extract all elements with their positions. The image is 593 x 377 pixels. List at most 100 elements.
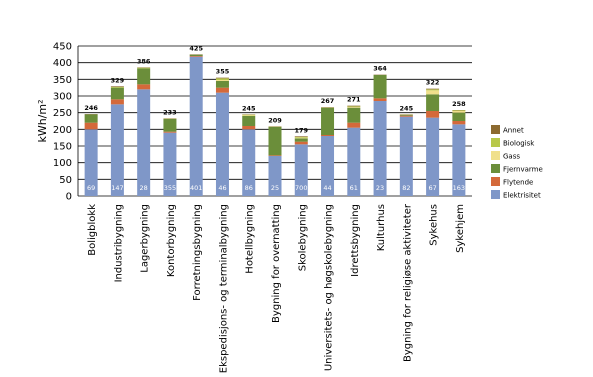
total-label: 267 bbox=[321, 97, 335, 105]
y-tick-label: 250 bbox=[53, 108, 72, 119]
legend-label: Flytende bbox=[503, 179, 533, 187]
bar-segment bbox=[347, 123, 360, 128]
y-tick-label: 450 bbox=[53, 42, 72, 53]
y-tick-label: 50 bbox=[59, 175, 72, 186]
legend-swatch bbox=[491, 190, 500, 199]
total-label: 245 bbox=[242, 104, 256, 112]
bar-segment bbox=[374, 75, 387, 98]
bar-segment bbox=[269, 127, 282, 155]
x-tick-label: Lagerbygning bbox=[140, 204, 151, 273]
bar-segment bbox=[426, 111, 439, 118]
bar-segment bbox=[452, 111, 465, 113]
count-label: 401 bbox=[190, 184, 202, 192]
total-label: 329 bbox=[111, 76, 125, 84]
total-label: 386 bbox=[137, 57, 151, 65]
bar-segment bbox=[347, 106, 360, 107]
bar-segment bbox=[426, 89, 439, 90]
bar-segment bbox=[426, 90, 439, 94]
x-tick-label: Sykehjem bbox=[455, 204, 466, 253]
bar-segment bbox=[426, 94, 439, 111]
bar-segment bbox=[190, 57, 203, 196]
count-label: 86 bbox=[245, 184, 253, 192]
count-label: 28 bbox=[140, 184, 148, 192]
x-tick-label: Hotellbygning bbox=[245, 204, 256, 274]
bar-segment bbox=[374, 98, 387, 101]
x-tick-label: Bygning for religiøse aktiviteter bbox=[402, 203, 413, 362]
bar-segment bbox=[295, 138, 308, 141]
bar-segment bbox=[216, 80, 229, 81]
count-label: 82 bbox=[402, 184, 410, 192]
count-label: 69 bbox=[87, 184, 95, 192]
bar-segment bbox=[85, 123, 98, 130]
y-tick-label: 150 bbox=[53, 142, 72, 153]
total-label: 322 bbox=[426, 79, 440, 87]
x-tick-label: Bygning for overnatting bbox=[271, 204, 282, 323]
bar-segment bbox=[452, 121, 465, 124]
y-tick-label: 100 bbox=[53, 158, 72, 169]
bar-segment bbox=[242, 115, 255, 116]
bar-segment bbox=[216, 93, 229, 196]
count-label: 700 bbox=[295, 184, 307, 192]
y-tick-label: 300 bbox=[53, 92, 72, 103]
legend-swatch bbox=[491, 138, 500, 147]
bar-segment bbox=[426, 89, 439, 90]
bar-segment bbox=[347, 107, 360, 108]
bar-segment bbox=[295, 136, 308, 137]
legend-swatch bbox=[491, 164, 500, 173]
y-tick-label: 0 bbox=[66, 192, 72, 203]
total-label: 246 bbox=[84, 104, 98, 112]
legend-swatch bbox=[491, 125, 500, 134]
x-tick-label: Industribygning bbox=[113, 204, 124, 282]
x-tick-label: Boligblokk bbox=[87, 204, 98, 256]
total-label: 245 bbox=[400, 104, 414, 112]
bar-segment bbox=[400, 115, 413, 116]
total-label: 271 bbox=[347, 96, 361, 104]
bar-segment bbox=[321, 135, 334, 136]
bar-segment bbox=[137, 84, 150, 89]
x-tick-label: Sykehus bbox=[429, 204, 440, 246]
total-label: 209 bbox=[268, 116, 282, 124]
x-tick-label: Ekspedisjons- og terminalbygning bbox=[218, 204, 229, 373]
bar-segment bbox=[295, 137, 308, 138]
count-label: 67 bbox=[428, 184, 436, 192]
bar-segment bbox=[111, 88, 124, 100]
bar-segment bbox=[347, 106, 360, 107]
bar-segment bbox=[163, 119, 176, 132]
bar-segment bbox=[85, 114, 98, 122]
y-axis-label: kWh/m² bbox=[36, 99, 49, 142]
bar-segment bbox=[111, 87, 124, 88]
bar-segment bbox=[321, 108, 334, 135]
x-tick-label: Forretningsbygning bbox=[192, 204, 203, 301]
legend-label: Biologisk bbox=[503, 140, 535, 148]
x-tick-label: Skolebygning bbox=[297, 204, 308, 271]
legend-label: Gass bbox=[503, 153, 520, 161]
x-tick-label: Kulturhus bbox=[376, 204, 387, 251]
bar-segment bbox=[452, 110, 465, 111]
bar-segment bbox=[374, 101, 387, 196]
x-tick-label: Idrettsbygning bbox=[350, 204, 361, 277]
bar-segment bbox=[137, 68, 150, 69]
bar-segment bbox=[216, 78, 229, 80]
count-label: 147 bbox=[111, 184, 123, 192]
bar-segment bbox=[295, 142, 308, 145]
total-label: 364 bbox=[373, 65, 387, 73]
legend-swatch bbox=[491, 177, 500, 186]
bar-segment bbox=[269, 155, 282, 156]
count-label: 44 bbox=[323, 184, 331, 192]
bar-segment bbox=[216, 78, 229, 79]
count-label: 46 bbox=[218, 184, 226, 192]
total-label: 425 bbox=[189, 44, 203, 52]
count-label: 25 bbox=[271, 184, 279, 192]
bar-segment bbox=[190, 56, 203, 57]
bar-segment bbox=[242, 115, 255, 116]
bar-segment bbox=[111, 86, 124, 87]
bar-segment bbox=[111, 104, 124, 196]
count-label: 355 bbox=[164, 184, 176, 192]
bar-segment bbox=[452, 113, 465, 121]
legend-label: Fjernvarme bbox=[503, 166, 543, 174]
y-tick-label: 200 bbox=[53, 125, 72, 136]
bar-segment bbox=[400, 116, 413, 117]
legend-swatch bbox=[491, 151, 500, 160]
bar-segment bbox=[190, 55, 203, 56]
